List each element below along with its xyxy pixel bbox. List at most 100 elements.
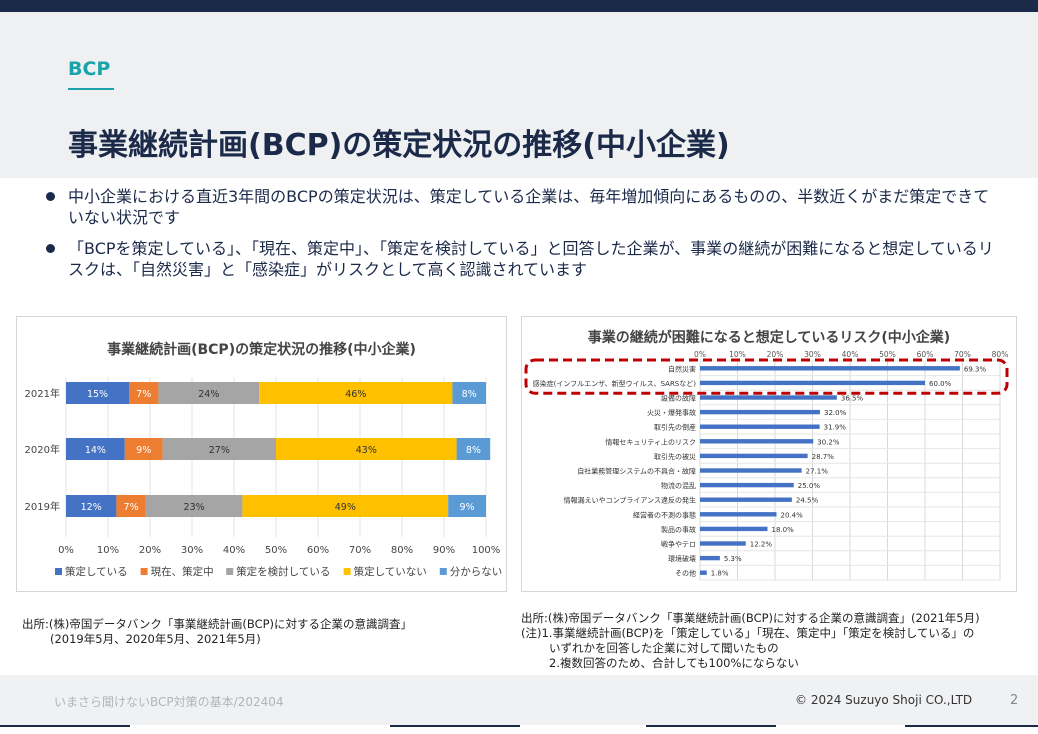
bar bbox=[700, 453, 808, 459]
bcp-status-chart-panel: 事業継続計画(BCP)の策定状況の推移(中小企業) 0% 10% 20% 30% 40%… bbox=[16, 316, 507, 592]
footer: いまさら聞けないBCP対策の基本/202404 © 2024 Suzuyo Sh… bbox=[0, 675, 1038, 725]
legend-label: 策定している bbox=[65, 565, 128, 578]
category-label: 火災・爆発事故 bbox=[647, 408, 696, 417]
data-label: 7% bbox=[136, 389, 151, 400]
bar-segment bbox=[129, 382, 159, 404]
bar-segment bbox=[456, 438, 491, 460]
bar bbox=[700, 409, 820, 415]
bar bbox=[700, 555, 720, 561]
bar-segment bbox=[145, 495, 243, 517]
category-label: 設備の故障 bbox=[661, 394, 696, 403]
bullet-dot-icon bbox=[46, 244, 55, 253]
bullet-text: 中小企業における直近3年間のBCPの策定状況は、策定している企業は、毎年増加傾向… bbox=[68, 187, 990, 227]
bar bbox=[700, 482, 794, 488]
page-title: 事業継続計画(BCP)の策定状況の推移(中小企業) bbox=[68, 128, 730, 163]
x-tick-label: 50% bbox=[265, 545, 287, 556]
bar-segment bbox=[124, 438, 163, 460]
bar bbox=[700, 497, 792, 502]
bar-segment bbox=[158, 382, 260, 404]
bar-segment bbox=[276, 438, 457, 460]
category-label: 2019年 bbox=[25, 500, 60, 513]
data-label: 8% bbox=[466, 445, 481, 456]
source-note-right: 出所:(株)帝国データバンク「事業継続計画(BCP)に対する企業の意識調査」(2… bbox=[521, 611, 1021, 671]
data-label: 12% bbox=[81, 502, 102, 513]
x-tick-label: 40% bbox=[842, 350, 859, 359]
data-label: 9% bbox=[460, 502, 475, 513]
data-label: 1.8% bbox=[711, 570, 729, 578]
legend-label: 策定を検討している bbox=[236, 565, 330, 578]
bullet-item: 「BCPを策定している」、「現在、策定中」、「策定を検討している」と回答した企業… bbox=[44, 238, 1004, 280]
source-line: 出所:(株)帝国データバンク「事業継続計画(BCP)に対する企業の意識調査」(2… bbox=[521, 611, 980, 625]
chart-title: 事業継続計画(BCP)の策定状況の推移(中小企業) bbox=[107, 342, 416, 358]
bcp-status-chart: 0% 10% 20% 30% 40% 50% 60% 70% 80% 90% 100% 2021年 15… bbox=[25, 377, 503, 578]
x-tick-label: 60% bbox=[307, 545, 329, 556]
data-label: 46% bbox=[345, 389, 366, 400]
x-tick-label: 90% bbox=[433, 545, 455, 556]
bar bbox=[700, 380, 925, 386]
data-label: 49% bbox=[335, 502, 356, 513]
bar bbox=[700, 541, 746, 546]
x-tick-label: 80% bbox=[391, 545, 413, 556]
section-underline bbox=[68, 88, 114, 90]
data-label: 7% bbox=[124, 502, 139, 513]
bar bbox=[700, 570, 707, 575]
category-label: その他 bbox=[675, 569, 696, 578]
bar-segment bbox=[259, 382, 453, 404]
data-label: 69.3% bbox=[964, 365, 987, 373]
data-label: 32.0% bbox=[824, 409, 847, 417]
data-label: 15% bbox=[87, 389, 108, 400]
category-label: 取引先の倒産 bbox=[654, 423, 696, 432]
data-label: 25.0% bbox=[798, 482, 821, 490]
data-label: 23% bbox=[184, 502, 205, 513]
category-label: 自社業務管理システムの不具合・故障 bbox=[577, 467, 696, 476]
x-tick-label: 0% bbox=[58, 545, 74, 556]
data-label: 30.2% bbox=[817, 438, 840, 446]
data-label: 27.1% bbox=[806, 468, 829, 476]
data-label: 36.5% bbox=[841, 395, 864, 403]
bar-segment bbox=[66, 495, 117, 517]
source-line: 2.複数回答のため、合計しても100%にならない bbox=[549, 656, 799, 670]
category-label: 感染症(インフルエンザ、新型ウイルス、SARSなど) bbox=[533, 379, 697, 388]
data-label: 18.0% bbox=[772, 526, 795, 534]
x-tick-label: 20% bbox=[767, 350, 784, 359]
bar bbox=[700, 395, 837, 400]
legend-swatch bbox=[226, 568, 234, 575]
x-tick-label: 10% bbox=[97, 545, 119, 556]
bottom-rule bbox=[0, 725, 130, 727]
highlight-box bbox=[524, 358, 1009, 395]
x-tick-label: 70% bbox=[954, 350, 971, 359]
bottom-rule bbox=[905, 725, 1038, 727]
footer-document-title: いまさら聞けないBCP対策の基本/202404 bbox=[54, 695, 284, 709]
data-label: 43% bbox=[356, 445, 377, 456]
source-line: (2019年5月、2020年5月、2021年5月) bbox=[50, 632, 261, 646]
x-tick-label: 100% bbox=[472, 545, 501, 556]
data-label: 14% bbox=[85, 445, 106, 456]
data-label: 60.0% bbox=[929, 380, 952, 388]
bar-segment bbox=[66, 382, 129, 404]
legend-swatch bbox=[343, 568, 351, 575]
category-label: 環境破壊 bbox=[668, 554, 696, 563]
legend-label: 策定していない bbox=[354, 565, 427, 578]
bar-segment bbox=[242, 495, 449, 517]
legend-swatch bbox=[55, 568, 62, 575]
bar bbox=[700, 512, 777, 517]
category-label: 情報セキュリティ上のリスク bbox=[605, 437, 696, 446]
x-tick-label: 0% bbox=[694, 350, 706, 359]
bullet-dot-icon bbox=[46, 192, 55, 201]
risk-chart: 0% 10% 20% 30% 40% 50% 60% 70% 80% 自然災害 69.3% 感染症(イ… bbox=[524, 350, 1009, 581]
legend-label: 分からない bbox=[450, 566, 503, 578]
bottom-rule bbox=[646, 725, 776, 727]
bar bbox=[700, 366, 960, 371]
bar-segment bbox=[448, 495, 486, 517]
data-label: 27% bbox=[209, 445, 230, 456]
bullet-text: 「BCPを策定している」、「現在、策定中」、「策定を検討している」と回答した企業… bbox=[68, 239, 994, 279]
source-note-left: 出所:(株)帝国データバンク「事業継続計画(BCP)に対する企業の意識調査」 (… bbox=[22, 617, 502, 647]
category-label: 2021年 bbox=[25, 387, 60, 400]
data-label: 28.7% bbox=[812, 453, 835, 461]
data-label: 9% bbox=[136, 445, 151, 456]
x-tick-label: 60% bbox=[917, 350, 934, 359]
category-label: 物流の混乱 bbox=[661, 481, 696, 490]
legend-swatch bbox=[140, 568, 148, 575]
category-label: 自然災害 bbox=[668, 364, 696, 373]
x-tick-label: 30% bbox=[181, 545, 203, 556]
